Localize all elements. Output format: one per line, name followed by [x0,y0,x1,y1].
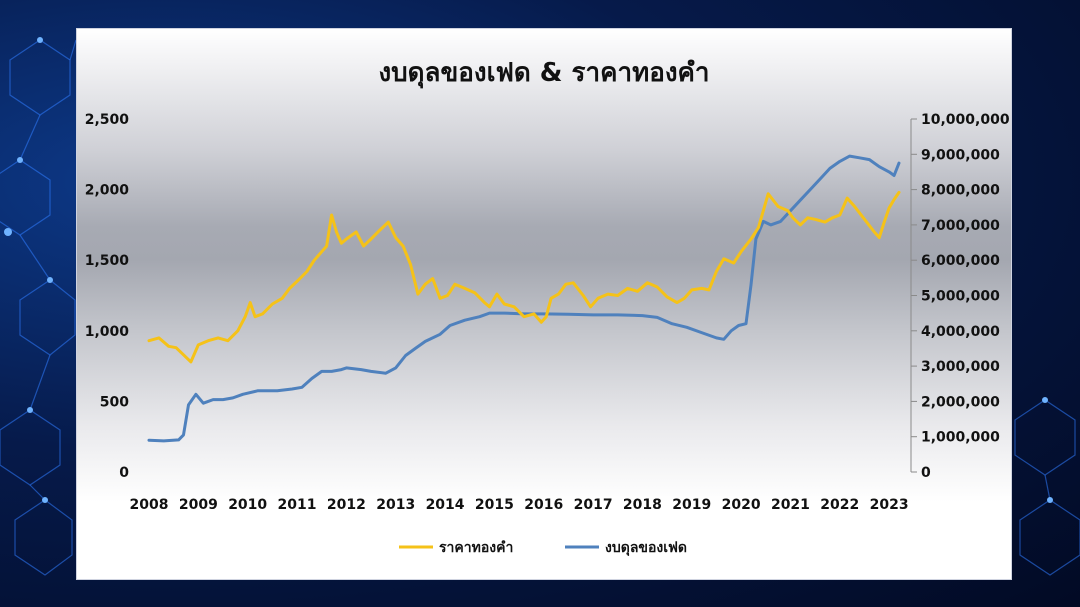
x-tick-label: 2023 [870,497,909,513]
right-tick-label: 1,000,000 [921,430,1000,446]
right-tick-label: 10,000,000 [921,112,1010,128]
right-tick-label: 2,000,000 [921,394,1000,410]
left-axis: 0 500 1,000 1,500 2,000 2,500 [85,112,130,481]
x-tick-label: 2019 [672,497,711,513]
x-tick-label: 2008 [130,497,169,513]
right-tick-label: 8,000,000 [921,183,1000,199]
left-tick-label: 2,000 [85,183,130,199]
chart: งบดุลของเฟด & ราคาทองคำ 0 500 1,000 1,500 2,… [85,58,1010,556]
right-tick-label: 0 [921,465,931,481]
right-tick-label: 3,000,000 [921,359,1000,375]
right-tick-label: 4,000,000 [921,324,1000,340]
x-tick-label: 2010 [228,497,267,513]
x-tick-label: 2022 [820,497,859,513]
left-tick-label: 2,500 [85,112,130,128]
plot-area [147,154,901,443]
x-tick-label: 2009 [179,497,218,513]
x-tick-label: 2020 [722,497,761,513]
fed-balance-line [147,154,901,443]
right-tick-label: 6,000,000 [921,253,1000,269]
x-tick-label: 2011 [278,497,317,513]
gold-price-line [147,190,901,364]
right-tick-label: 7,000,000 [921,218,1000,234]
x-tick-label: 2014 [426,497,465,513]
right-tick-label: 5,000,000 [921,289,1000,305]
right-axis: 0 1,000,000 2,000,000 3,000,000 4,000,000 5,0… [911,112,1010,481]
legend-label-fed: งบดุลของเฟด [605,540,687,556]
legend-label-gold: ราคาทองคำ [439,540,513,556]
right-tick-label: 9,000,000 [921,147,1000,163]
left-tick-label: 1,000 [85,324,130,340]
left-tick-label: 0 [119,465,129,481]
x-tick-label: 2018 [623,497,662,513]
x-tick-label: 2016 [524,497,563,513]
legend: ราคาทองคำ งบดุลของเฟด [399,540,687,556]
chart-panel: งบดุลของเฟด & ราคาทองคำ 0 500 1,000 1,500 2,… [76,28,1012,580]
left-tick-label: 1,500 [85,253,130,269]
x-tick-label: 2012 [327,497,366,513]
x-tick-label: 2017 [574,497,613,513]
left-tick-label: 500 [100,394,129,410]
x-tick-label: 2015 [475,497,514,513]
x-tick-label: 2021 [771,497,810,513]
x-tick-label: 2013 [376,497,415,513]
chart-title: งบดุลของเฟด & ราคาทองคำ [378,58,709,89]
x-axis: 2008 2009 2010 2011 2012 2013 2014 2015 2016 2017… [130,497,909,513]
